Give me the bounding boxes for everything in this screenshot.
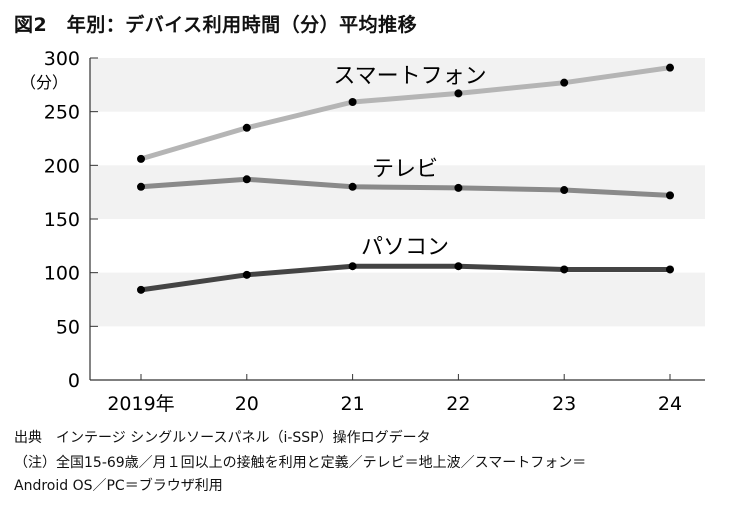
series-label: スマートフォン <box>333 64 486 89</box>
x-tick-label: 24 <box>658 393 682 415</box>
y-tick-label: 200 <box>44 155 80 177</box>
data-point <box>348 98 357 107</box>
series-label: パソコン <box>361 235 449 260</box>
data-point <box>137 182 145 191</box>
y-tick-label: 0 <box>68 370 80 392</box>
data-point <box>137 285 145 294</box>
data-point <box>454 262 463 271</box>
data-point <box>560 78 569 87</box>
grid-band <box>90 58 705 112</box>
data-point <box>242 123 251 132</box>
footnote-cont: Android OS／PC＝ブラウザ利用 <box>14 478 223 494</box>
y-tick-label: 150 <box>44 209 80 231</box>
y-tick-label: 300 <box>44 48 80 70</box>
chart-title: 図2 年別：デバイス利用時間（分）平均推移 <box>14 14 418 36</box>
data-point <box>348 262 357 271</box>
x-tick-label: 20 <box>235 393 259 415</box>
y-tick-label: 250 <box>44 102 80 124</box>
data-point <box>242 270 251 279</box>
x-tick-label: 21 <box>341 393 365 415</box>
data-point <box>560 265 569 274</box>
footnote: （注）全国15-69歳／月１回以上の接触を利用と定義／テレビ＝地上波／スマートフ… <box>14 455 587 471</box>
data-point <box>348 182 357 191</box>
data-point <box>137 154 145 163</box>
series-line <box>140 176 671 198</box>
grid-band <box>90 272 705 327</box>
series-line <box>140 65 671 162</box>
x-tick-label: 23 <box>552 393 576 415</box>
y-tick-label: 100 <box>44 263 80 285</box>
data-point <box>666 63 674 72</box>
x-tick-label: 22 <box>446 393 470 415</box>
source-note: 出典 インテージ シングルソースパネル（i-SSP）操作ログデータ <box>14 430 431 446</box>
data-point <box>242 175 251 184</box>
x-tick-label: 2019年 <box>107 393 174 415</box>
data-point <box>560 186 569 195</box>
data-point <box>454 89 463 98</box>
data-point <box>454 183 463 192</box>
data-point <box>666 265 674 274</box>
y-tick-label: 50 <box>56 316 80 338</box>
series-line <box>140 263 670 293</box>
y-axis-unit: （分） <box>20 73 68 92</box>
line-chart: 0 50 100 150 200 250 300 （分） 2019年 20 21 22 23 24 スマート… <box>20 48 705 415</box>
data-point <box>666 191 674 200</box>
series-label: テレビ <box>372 157 438 182</box>
